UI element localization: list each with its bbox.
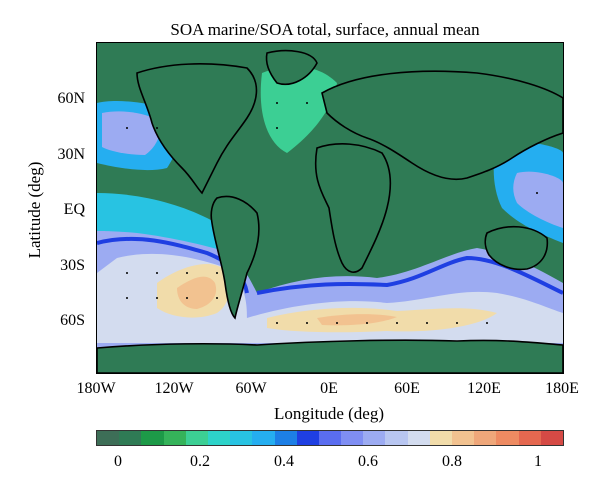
- x-tick-120w: 120W: [154, 380, 194, 397]
- x-tick-120e: 120E: [467, 380, 501, 397]
- south-pacific-peak: [177, 276, 217, 309]
- colorbar-swatch: [318, 431, 342, 445]
- y-tick-60n: 60N: [57, 90, 85, 107]
- north-pacific-light: [102, 111, 161, 155]
- eurasia: [321, 70, 563, 181]
- continents: [97, 49, 563, 373]
- stipple-dots: [126, 102, 538, 324]
- colorbar-swatch: [518, 431, 541, 445]
- map-title: SOA marine/SOA total, surface, annual me…: [170, 20, 480, 39]
- africa: [314, 143, 392, 273]
- colorbar-swatch: [119, 431, 142, 445]
- colorbar: [96, 430, 564, 446]
- tropical-cyan-band: [97, 193, 247, 258]
- colorbar-tick-0: 0: [114, 453, 122, 470]
- australia: [484, 225, 549, 271]
- colorbar-swatch: [296, 431, 319, 445]
- colorbar-swatch: [341, 431, 364, 445]
- antarctica: [97, 339, 563, 373]
- colorbar-swatch: [496, 431, 519, 445]
- map-field: [97, 43, 563, 373]
- y-tick-30s: 30S: [60, 257, 85, 274]
- y-tick-60s: 60S: [60, 312, 85, 329]
- colorbar-swatch: [97, 431, 120, 445]
- colorbar-tick-0-2: 0.2: [190, 453, 210, 470]
- colorbar-swatch: [141, 431, 164, 445]
- colorbar-swatch: [230, 431, 253, 445]
- y-axis-label: Latitude (deg): [25, 161, 44, 259]
- colorbar-tick-0-4: 0.4: [274, 453, 294, 470]
- colorbar-tick-0-6: 0.6: [358, 453, 378, 470]
- x-tick-60w: 60W: [235, 380, 267, 397]
- greenland: [265, 49, 318, 85]
- colorbar-swatch: [207, 431, 231, 445]
- colorbar-swatch: [163, 431, 186, 445]
- colorbar-tick-0-8: 0.8: [442, 453, 462, 470]
- x-tick-60e: 60E: [394, 380, 420, 397]
- colorbar-swatch: [540, 431, 563, 445]
- west-pacific-light: [513, 171, 563, 228]
- colorbar-swatch: [363, 431, 386, 445]
- north-america: [136, 63, 258, 195]
- colorbar-swatch: [385, 431, 408, 445]
- colorbar-swatch: [407, 431, 430, 445]
- y-tick-30n: 30N: [57, 146, 85, 163]
- y-tick-eq: EQ: [63, 201, 85, 218]
- x-axis-label: Longitude (deg): [274, 404, 384, 423]
- colorbar-swatch: [452, 431, 475, 445]
- colorbar-swatch: [429, 431, 452, 445]
- colorbar-tick-1: 1: [534, 453, 542, 470]
- south-america: [210, 195, 260, 320]
- colorbar-swatch: [274, 431, 297, 445]
- x-tick-0e: 0E: [320, 380, 338, 397]
- x-tick-180e: 180E: [545, 380, 579, 397]
- x-tick-180w: 180W: [76, 380, 116, 397]
- colorbar-swatch: [252, 431, 275, 445]
- colorbar-swatch: [185, 431, 208, 445]
- colorbar-swatch: [474, 431, 497, 445]
- north-atlantic-field: [260, 66, 337, 153]
- map-panel: [96, 42, 564, 374]
